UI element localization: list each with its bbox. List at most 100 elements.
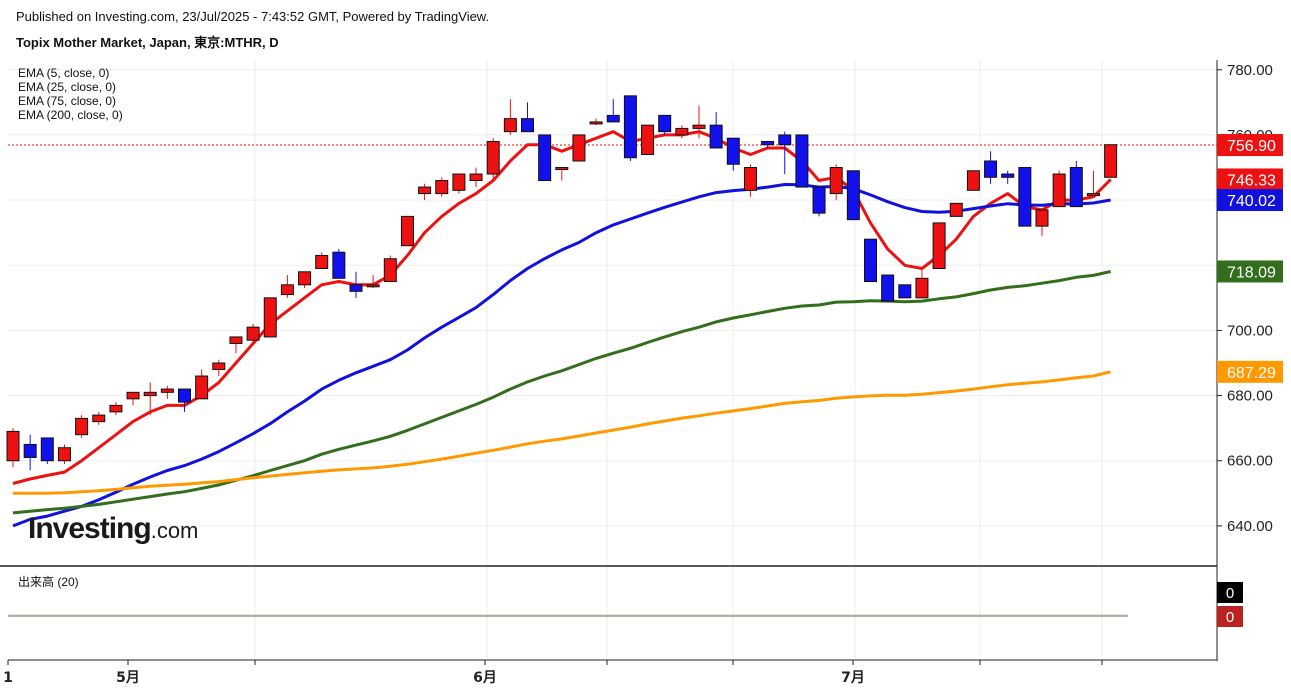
candle-body: [538, 134, 552, 182]
legend-ema75[interactable]: EMA (75, close, 0): [18, 94, 117, 108]
candle-body: [263, 297, 277, 338]
candle-body: [195, 375, 209, 400]
ema-lines: [12, 130, 1112, 528]
candle-body: [229, 336, 243, 344]
price-badge: [1217, 168, 1283, 191]
candle-body: [726, 137, 740, 165]
candle-body: [1086, 193, 1100, 197]
candle-body: [589, 121, 603, 125]
candle-body: [521, 118, 534, 133]
candle-body: [452, 173, 466, 191]
y-tick-label: 700.00: [1227, 322, 1273, 339]
y-tick-label: 640.00: [1227, 518, 1273, 535]
candle-body: [1052, 173, 1066, 208]
candle-body: [349, 284, 363, 292]
candle-body: [246, 326, 260, 341]
legend-ema200[interactable]: EMA (200, close, 0): [18, 108, 123, 122]
candle-body: [280, 284, 294, 296]
volume-badge-black: [1217, 582, 1243, 603]
candle-body: [1001, 173, 1015, 178]
candle-body: [795, 134, 809, 188]
candle-body: [109, 404, 123, 413]
candle-body: [366, 284, 380, 288]
candle-body: [486, 140, 500, 175]
candle-body: [6, 430, 20, 462]
candle-body: [623, 95, 637, 159]
candle-body: [40, 437, 54, 462]
ema-line: [12, 270, 1111, 515]
y-tick-label: 660.00: [1227, 453, 1273, 470]
candle-body: [1018, 167, 1032, 227]
candle-body: [743, 167, 757, 191]
x-tick-label: 1: [3, 670, 13, 686]
candle-body: [675, 127, 689, 136]
candle-body: [126, 391, 140, 400]
candle-body: [160, 388, 174, 393]
candle-body: [881, 274, 895, 302]
candle-body: [75, 417, 89, 436]
x-tick-label: 7月: [841, 670, 865, 686]
x-tick-label: 6月: [473, 670, 497, 686]
price-badge: [1217, 260, 1283, 283]
x-tick-label: 5月: [116, 670, 140, 686]
candle-body: [23, 443, 37, 458]
volume-value: 0: [1226, 585, 1234, 602]
candle-body: [966, 170, 980, 191]
candle-body: [932, 222, 946, 270]
candle-body: [761, 140, 775, 146]
candle-body: [949, 202, 963, 217]
ema-line: [12, 183, 1111, 528]
candle-body: [435, 180, 449, 195]
candle-body: [692, 124, 706, 129]
price-badge-label: 718.09: [1227, 264, 1276, 281]
y-axis: 780.00760.00740.00720.00700.00680.00660.…: [1217, 62, 1283, 535]
ema-line: [13, 370, 1111, 495]
price-badge-label: 756.90: [1227, 138, 1276, 155]
candle-body: [212, 362, 226, 371]
price-badge: [1217, 189, 1283, 212]
price-badge-label: 740.02: [1227, 193, 1276, 210]
candle-body: [503, 118, 517, 133]
candle-body: [332, 251, 346, 279]
volume-label[interactable]: 出来高 (20): [18, 575, 79, 589]
candle-body: [298, 271, 312, 286]
chart-title: Topix Mother Market, Japan, 東京:MTHR, D: [16, 35, 279, 50]
logo-main: Investing: [28, 512, 152, 545]
candle-body: [984, 160, 998, 178]
investing-logo: Investing.com: [28, 512, 198, 546]
price-badge: [1217, 360, 1283, 383]
candle-body: [915, 277, 929, 299]
published-note: Published on Investing.com, 23/Jul/2025 …: [16, 9, 490, 24]
price-badge-label: 687.29: [1227, 365, 1276, 382]
candle-body: [92, 414, 106, 423]
logo-suffix: .com: [150, 518, 199, 543]
candle-body: [1069, 167, 1083, 208]
candle-body: [778, 134, 792, 146]
candle-body: [555, 167, 569, 171]
candle-body: [572, 134, 586, 162]
candle-body: [658, 114, 672, 133]
candle-body: [709, 124, 723, 149]
x-axis: 1 5月 6月 7月: [3, 660, 1103, 686]
volume-badge-red: [1217, 606, 1243, 627]
candle-body: [1035, 209, 1049, 227]
candle-body: [178, 388, 191, 403]
legend-ema25[interactable]: EMA (25, close, 0): [18, 80, 117, 94]
price-badge: [1217, 134, 1283, 157]
candle-body: [418, 186, 432, 195]
candle-body: [864, 238, 877, 283]
candle-body: [143, 391, 157, 397]
legend-ema5[interactable]: EMA (5, close, 0): [18, 66, 110, 80]
candle-body: [315, 254, 329, 270]
candle-body: [1104, 144, 1118, 178]
volume-pane: 00: [8, 582, 1243, 627]
price-badge-label: 746.33: [1227, 172, 1276, 189]
candle-body: [898, 284, 912, 299]
candle-body: [469, 173, 483, 182]
candle-body: [846, 170, 860, 221]
candle-body: [606, 114, 620, 123]
candle-body: [641, 124, 655, 155]
